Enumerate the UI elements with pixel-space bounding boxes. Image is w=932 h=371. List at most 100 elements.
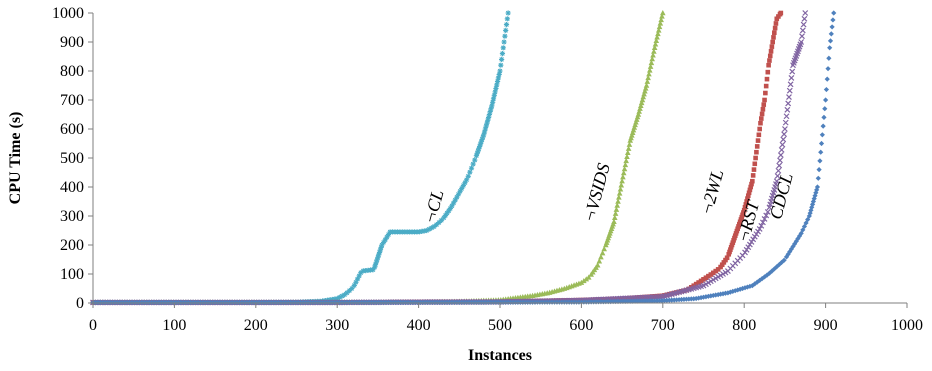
data-point [341,292,348,298]
data-point [749,181,754,187]
data-point [468,165,475,171]
data-point [356,273,362,279]
data-point [641,91,647,97]
data-point [819,132,825,138]
y-axis-title: CPU Time (s) [7,112,24,205]
data-point [721,260,727,265]
data-point [766,270,773,276]
data-point [818,140,825,147]
data-point [495,75,501,81]
data-point [460,182,466,189]
data-point [638,102,644,108]
data-point [789,68,796,75]
data-point [813,190,819,196]
data-point [646,67,653,73]
data-point [601,246,607,252]
data-point [644,78,651,84]
data-point [719,262,725,268]
data-point [354,276,361,282]
data-point [775,167,782,174]
data-point [650,52,656,58]
data-point [639,97,646,103]
data-point [625,145,632,151]
series-3 [90,10,809,306]
data-point [630,127,637,133]
x-tick-label: 0 [89,317,97,334]
data-point [505,10,511,16]
data-point [722,290,729,296]
data-point [737,286,743,292]
data-point [728,245,734,250]
x-tick-label: 400 [407,317,431,334]
data-point [446,208,452,214]
data-point [809,201,816,207]
data-point [462,180,468,186]
data-point [729,242,735,248]
data-point [745,244,752,251]
data-point [798,230,804,236]
data-point [764,272,770,278]
data-point [502,33,508,39]
data-point [751,167,757,172]
data-point [499,56,505,62]
x-tick-label: 600 [569,317,593,334]
x-tick-label: 700 [651,317,675,334]
data-point [786,87,793,94]
data-point [718,264,723,270]
data-point [375,254,381,260]
data-point [782,119,789,126]
data-point [444,210,450,216]
data-point [745,196,750,201]
data-point [715,267,721,272]
data-point [749,283,755,289]
data-point [703,275,709,281]
data-point [755,138,761,143]
data-point [651,48,657,54]
data-point [799,27,806,34]
data-point [464,177,470,183]
data-point [637,105,643,111]
data-point [380,239,387,245]
data-point [717,291,724,297]
x-axis-title: Instances [468,347,532,364]
data-point [788,75,795,81]
data-point [498,62,504,68]
data-point [703,294,709,300]
data-point [752,281,758,287]
data-point [807,210,813,216]
data-point [741,210,746,215]
y-tick-label: 0 [76,295,84,312]
data-point [698,295,704,301]
data-point [481,129,488,135]
data-point [504,16,510,22]
data-point [645,74,651,81]
data-point [374,257,380,263]
data-point [732,235,737,241]
data-point [799,33,805,40]
data-point [376,249,383,255]
y-tick-label: 200 [60,237,84,254]
data-point [732,233,738,239]
data-point [747,283,753,289]
data-point [628,134,634,141]
data-point [483,123,489,129]
data-point [830,17,836,23]
data-point [377,247,383,253]
data-point [623,157,629,164]
data-point [455,191,462,197]
data-point [497,68,503,74]
series-label: ¬RST [733,197,764,245]
data-point [655,30,661,37]
data-point [370,267,376,273]
data-point [764,76,770,82]
x-tick-label: 200 [244,317,268,334]
data-point [774,173,781,179]
data-point [493,85,499,91]
y-tick-label: 700 [60,92,84,109]
data-point [827,38,834,44]
data-point [756,225,763,232]
data-point [708,293,714,299]
data-point [459,185,465,192]
data-point [649,56,656,62]
